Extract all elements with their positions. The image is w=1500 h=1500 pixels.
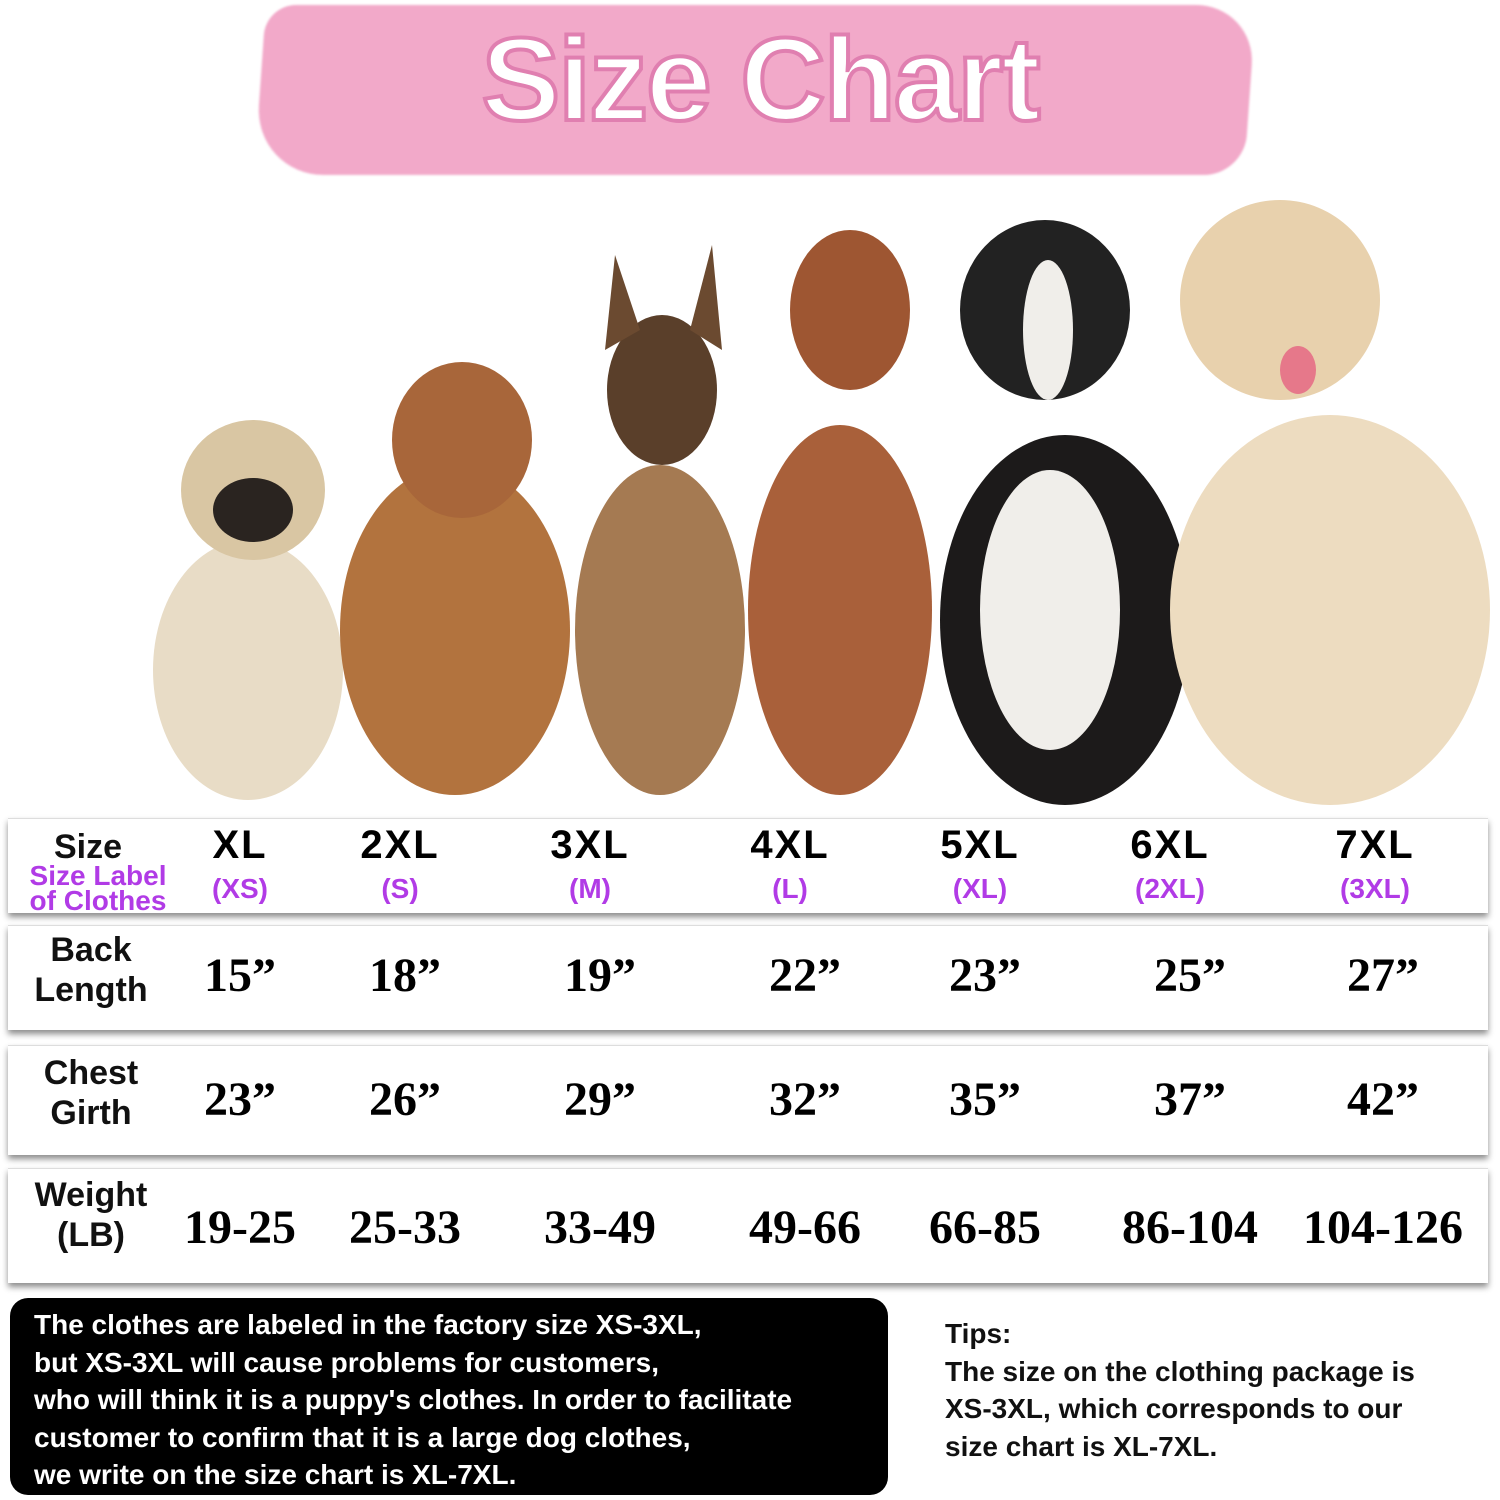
row-label-line: Back [50,931,132,969]
row-label: Back Length [34,930,147,1010]
note-line: The clothes are labeled in the factory s… [34,1309,702,1340]
measurement-value: 25-33 [349,1201,461,1254]
measurement-value: 29” [564,1073,636,1126]
measurement-value: 23” [204,1073,276,1126]
clothes-size-label: (3XL) [1340,873,1410,904]
size-column-header: 5XL [940,823,1020,867]
clothes-size-label: (S) [381,873,419,904]
row-label-line: Girth [50,1094,132,1132]
measurement-value: 22” [769,949,841,1002]
measurement-value: 86-104 [1122,1201,1258,1254]
note-line: customer to confirm that it is a large d… [34,1421,691,1453]
row-label-line: Weight [34,1176,148,1214]
pug-image [153,420,343,800]
measurement-value: 104-126 [1303,1201,1463,1254]
size-column-header: 6XL [1130,823,1210,867]
size-column-header: 4XL [750,823,830,867]
measurement-value: 26” [369,1073,441,1126]
tips-line: The size on the clothing package is [945,1355,1415,1387]
tips: Tips: The size on the clothing package i… [945,1315,1485,1465]
size-header-row: Size Size Label of Clothes [8,818,1488,916]
note-line: but XS-3XL will cause problems for custo… [34,1346,659,1378]
note-line: who will think it is a puppy's clothes. … [34,1384,793,1415]
tips-line: size chart is XL-7XL. [945,1430,1218,1462]
sublabel-line: Size Label [29,860,167,891]
size-column-header: 2XL [360,823,440,867]
measurement-value: 15” [204,949,276,1002]
clothes-size-label: (XL) [952,873,1008,904]
tips-heading: Tips: [945,1318,1012,1349]
measurement-value: 32” [769,1073,841,1126]
row-label-line: Chest [43,1054,139,1092]
row-label: Chest Girth [44,1053,138,1133]
dogs-illustration [153,200,1490,805]
row-label: Weight (LB) [35,1175,148,1255]
measurement-value: 19-25 [184,1201,296,1254]
cocker-spaniel-image [340,362,570,795]
measurement-value: 66-85 [929,1201,1041,1254]
measurement-value: 37” [1154,1073,1226,1126]
measurement-value: 18” [369,949,441,1002]
measurement-value: 23” [949,949,1021,1002]
clothes-size-label: (XS) [212,873,268,904]
malinois-image [575,245,745,795]
golden-retriever-image [1170,200,1490,805]
chest-girth-row [8,1045,1488,1155]
clothes-size-label: (M) [569,873,611,904]
measurement-value: 33-49 [544,1201,656,1254]
border-collie-image [940,220,1190,805]
page-title: Size Chart [479,12,1042,148]
row-label-line: (LB) [57,1216,125,1254]
size-column-header: 7XL [1335,823,1415,867]
measurement-value: 35” [949,1073,1021,1126]
measurement-value: 27” [1347,949,1419,1002]
measurement-value: 19” [564,949,636,1002]
measurement-value: 25” [1154,949,1226,1002]
size-column-header: XL [212,823,268,867]
sublabel-line: of Clothes [29,885,167,916]
clothes-size-label: Size Label of Clothes [29,860,167,916]
weight-row [8,1168,1488,1283]
vizsla-image [748,230,932,795]
size-column-header: 3XL [550,823,630,867]
clothes-size-label: (L) [772,873,808,904]
size-label: Size [53,828,123,866]
note-line: we write on the size chart is XL-7XL. [34,1459,517,1490]
clothes-size-label: (2XL) [1135,873,1205,904]
tips-line: XS-3XL, which corresponds to our [945,1393,1403,1424]
row-label-line: Length [34,971,148,1009]
measurement-value: 49-66 [749,1201,861,1254]
back-length-row [8,925,1488,1030]
measurement-value: 42” [1347,1073,1419,1126]
factory-size-note: The clothes are labeled in the factory s… [10,1298,888,1495]
